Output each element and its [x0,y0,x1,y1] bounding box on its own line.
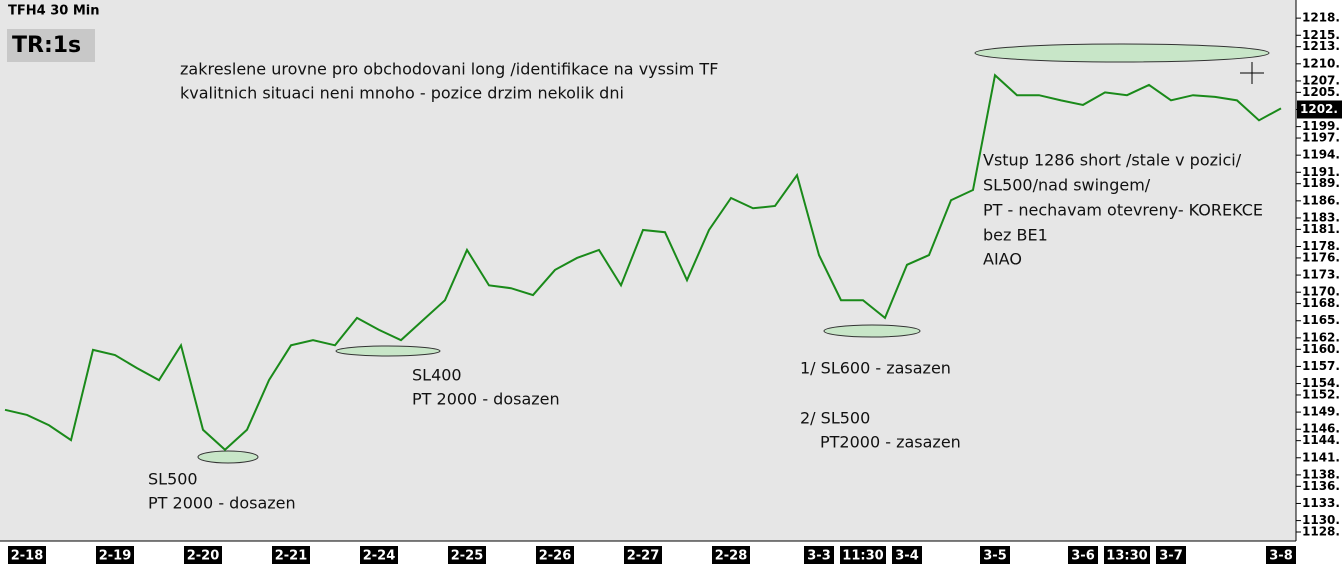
zone-ellipse [197,450,259,464]
y-tick-label: 1191. [1302,165,1340,179]
y-tick-label: 1168. [1302,296,1340,310]
annotation: SL500 [148,470,198,489]
y-tick-label: 1173. [1302,268,1340,282]
y-tick-label: 1130. [1302,513,1340,527]
y-tick-label: 1186. [1302,193,1340,207]
zone-ellipse [974,43,1270,63]
y-tick-label: 1213. [1302,39,1340,53]
y-tick-label: 1197. [1302,131,1340,145]
y-tick-label: 1133. [1302,496,1340,510]
annotation: PT 2000 - dosazen [148,494,296,513]
y-tick-label: 1215. [1302,28,1340,42]
y-tick-label: 1160. [1302,342,1340,356]
zone-ellipse [335,345,441,357]
x-label-box [184,546,222,564]
y-tick-label: 1210. [1302,56,1340,70]
x-label-box [624,546,662,564]
y-tick-label: 1152. [1302,387,1340,401]
x-label-box [1156,546,1186,564]
annotation: 2/ SL500 [800,409,870,428]
x-label-box [8,546,46,564]
y-tick-label: 1181. [1302,222,1340,236]
x-label-box [840,546,886,564]
price-line [4,73,1282,452]
x-tick-label: 3-7 [1159,549,1183,564]
x-tick-label: 2-20 [187,549,220,564]
annotation: PT2000 - zasazen [820,433,961,452]
y-tick-label: 1170. [1302,285,1340,299]
x-tick-label: 2-25 [451,549,484,564]
annotation: AIAO [983,250,1022,269]
y-tick-label: 1144. [1302,433,1340,447]
x-tick-label: 3-3 [807,549,831,564]
y-tick-label: 1189. [1302,176,1340,190]
x-tick-label: 3-5 [983,549,1007,564]
y-tick-label: 1154. [1302,376,1340,390]
last-price-label: 1202. [1300,102,1338,116]
annotation: SL400 [412,366,462,385]
annotation: Vstup 1286 short /stale v pozici/ [983,151,1242,170]
y-tick-label: 1162. [1302,330,1340,344]
y-tick-label: 1178. [1302,239,1340,253]
x-tick-label: 3-6 [1071,549,1095,564]
x-label-box [712,546,750,564]
x-label-box [1266,546,1296,564]
chart-subtitle: TR:1s [12,33,81,58]
x-tick-label: 2-21 [275,549,308,564]
y-tick-label: 1128. [1302,525,1340,539]
x-label-box [272,546,310,564]
x-tick-label: 2-18 [11,549,44,564]
x-tick-label: 2-26 [539,549,572,564]
x-label-box [1104,546,1150,564]
y-tick-label: 1157. [1302,359,1340,373]
y-tick-label: 1146. [1302,422,1340,436]
y-tick-label: 1183. [1302,210,1340,224]
x-tick-label: 2-28 [715,549,748,564]
y-tick-label: 1165. [1302,313,1340,327]
annotation: 1/ SL600 - zasazen [800,359,951,378]
annotation: zakreslene urovne pro obchodovani long /… [180,60,718,79]
annotation: kvalitnich situaci neni mnoho - pozice d… [180,84,624,103]
x-tick-label: 11:30 [842,549,883,564]
x-label-box [1068,546,1098,564]
annotation: PT - nechavam otevreny- KOREKCE [983,201,1263,220]
annotation: PT 2000 - dosazen [412,390,560,409]
y-tick-label: 1149. [1302,405,1340,419]
x-tick-label: 3-8 [1269,549,1293,564]
last-price-box [1297,100,1342,119]
plot-background [0,0,1296,541]
y-tick-label: 1194. [1302,148,1340,162]
y-tick-label: 1199. [1302,119,1340,133]
tr-box [7,29,95,62]
y-tick-label: 1176. [1302,250,1340,264]
y-tick-label: 1136. [1302,479,1340,493]
x-tick-label: 2-24 [363,549,396,564]
x-label-box [360,546,398,564]
x-tick-label: 2-19 [99,549,132,564]
annotation: SL500/nad swingem/ [983,176,1151,195]
x-tick-label: 2-27 [627,549,660,564]
x-label-box [980,546,1010,564]
axis-panel [1296,0,1342,569]
x-label-box [536,546,574,564]
y-tick-label: 1138. [1302,467,1340,481]
zone-ellipse [823,324,921,338]
x-tick-label: 3-4 [895,549,919,564]
annotation: bez BE1 [983,226,1048,245]
x-tick-label: 13:30 [1106,549,1147,564]
y-tick-label: 1207. [1302,73,1340,87]
chart-title: TFH4 30 Min [8,4,99,19]
y-tick-label: 1141. [1302,450,1340,464]
y-tick-label: 1218. [1302,11,1340,25]
x-label-box [448,546,486,564]
x-label-box [892,546,922,564]
y-tick-label: 1205. [1302,85,1340,99]
x-label-box [96,546,134,564]
x-label-box [804,546,834,564]
